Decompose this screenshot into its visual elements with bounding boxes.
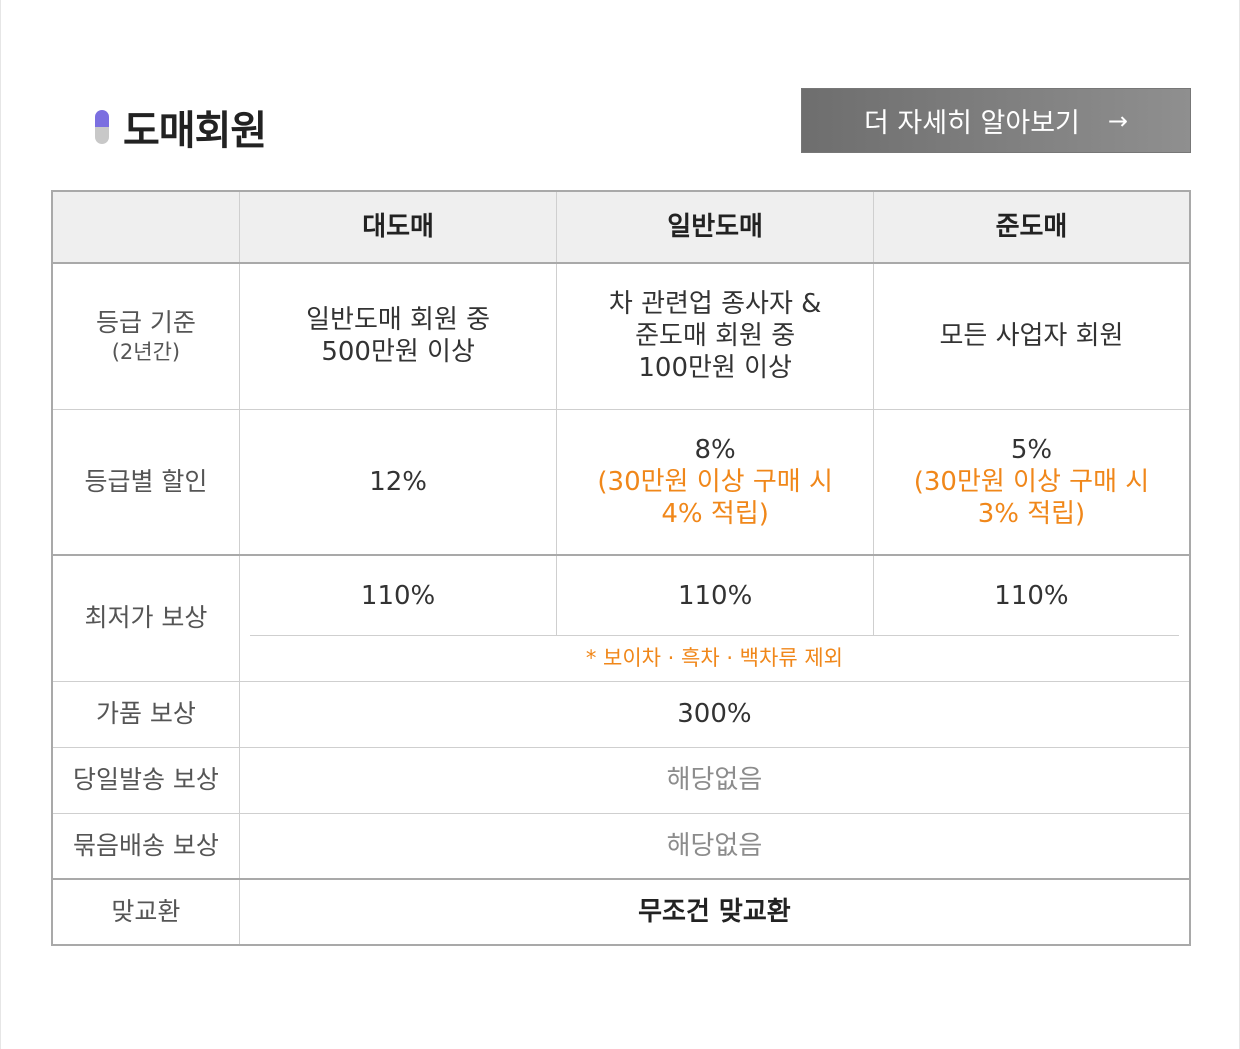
section-header: 도매회원 더 자세히 알아보기 → [51,88,1191,154]
cell-discount-semi: 5% (30만원 이상 구매 시 3% 적립) [872,408,1191,556]
discount-value: 8% [694,434,736,465]
cell-lowest-semi: 110% [872,554,1191,635]
header-empty [51,190,240,264]
discount-note: 3% 적립) [977,498,1086,529]
table-header-row: 대도매 일반도매 준도매 [51,190,1191,264]
label-counterfeit: 가품 보상 [51,680,240,748]
cell-lowest-major: 110% [238,554,558,635]
cell-bundle: 해당없음 [238,812,1191,880]
cell-criteria-general: 차 관련업 종사자 & 준도매 회원 중 100만원 이상 [556,262,874,410]
learn-more-button[interactable]: 더 자세히 알아보기 → [801,88,1191,153]
criteria-line: 모든 사업자 회원 [939,321,1124,352]
cell-criteria-semi: 모든 사업자 회원 [872,262,1191,410]
discount-value: 12% [369,466,427,497]
label-same-day: 당일발송 보상 [51,746,240,814]
cell-same-day: 해당없음 [238,746,1191,814]
criteria-line: 준도매 회원 중 [635,321,796,352]
row-bundle: 묶음배송 보상 해당없음 [51,812,1191,880]
header-semi-wholesale: 준도매 [872,190,1191,264]
label-sub: (2년간) [111,340,181,365]
cell-criteria-major: 일반도매 회원 중 500만원 이상 [238,262,558,410]
pill-icon [95,110,109,144]
criteria-line: 100만원 이상 [638,353,792,384]
row-lowest-note: * 보이차 · 흑차 · 백차류 제외 [52,635,1191,682]
row-counterfeit: 가품 보상 300% [51,680,1191,748]
cell-counterfeit: 300% [238,680,1191,748]
criteria-line: 500만원 이상 [321,337,475,368]
row-same-day: 당일발송 보상 해당없음 [51,746,1191,814]
row-discount: 등급별 할인 12% 8% (30만원 이상 구매 시 4% 적립) 5% (3… [51,408,1191,556]
label-exchange: 맞교환 [51,878,240,946]
label-lowest-price: 최저가 보상 [51,554,240,682]
cell-discount-general: 8% (30만원 이상 구매 시 4% 적립) [556,408,874,556]
criteria-line: 차 관련업 종사자 & [608,289,822,320]
cell-lowest-general: 110% [556,554,874,635]
label-discount: 등급별 할인 [51,408,240,556]
discount-note: 4% 적립) [661,498,769,529]
learn-more-label: 더 자세히 알아보기 [864,108,1080,139]
label-bundle: 묶음배송 보상 [51,812,240,880]
page-title: 도매회원 [123,108,267,154]
cell-exchange: 무조건 맞교환 [238,878,1191,946]
arrow-right-icon: → [1107,106,1128,135]
discount-note: (30만원 이상 구매 시 [913,466,1150,497]
discount-value: 5% [1010,434,1053,465]
title-wrap: 도매회원 [95,98,267,156]
criteria-line: 일반도매 회원 중 [306,305,491,336]
row-grade-criteria: 등급 기준 (2년간) 일반도매 회원 중 500만원 이상 차 관련업 종사자… [51,262,1191,410]
cell-discount-major: 12% [238,408,558,556]
lowest-note-text: * 보이차 · 흑차 · 백차류 제외 [585,646,843,671]
note-divider [249,635,1179,637]
row-lowest-price: 최저가 보상 110% 110% 110% [51,554,1191,682]
discount-note: (30만원 이상 구매 시 [597,466,833,497]
header-general-wholesale: 일반도매 [556,190,874,264]
label-grade-criteria: 등급 기준 (2년간) [51,262,240,410]
row-exchange: 맞교환 무조건 맞교환 [51,878,1191,946]
label-text: 등급 기준 [95,308,196,338]
header-major-wholesale: 대도매 [238,190,558,264]
cell-lowest-note: * 보이차 · 흑차 · 백차류 제외 [238,635,1191,682]
membership-table: 대도매 일반도매 준도매 등급 기준 (2년간) 일반도매 회원 중 500만원… [51,190,1191,946]
